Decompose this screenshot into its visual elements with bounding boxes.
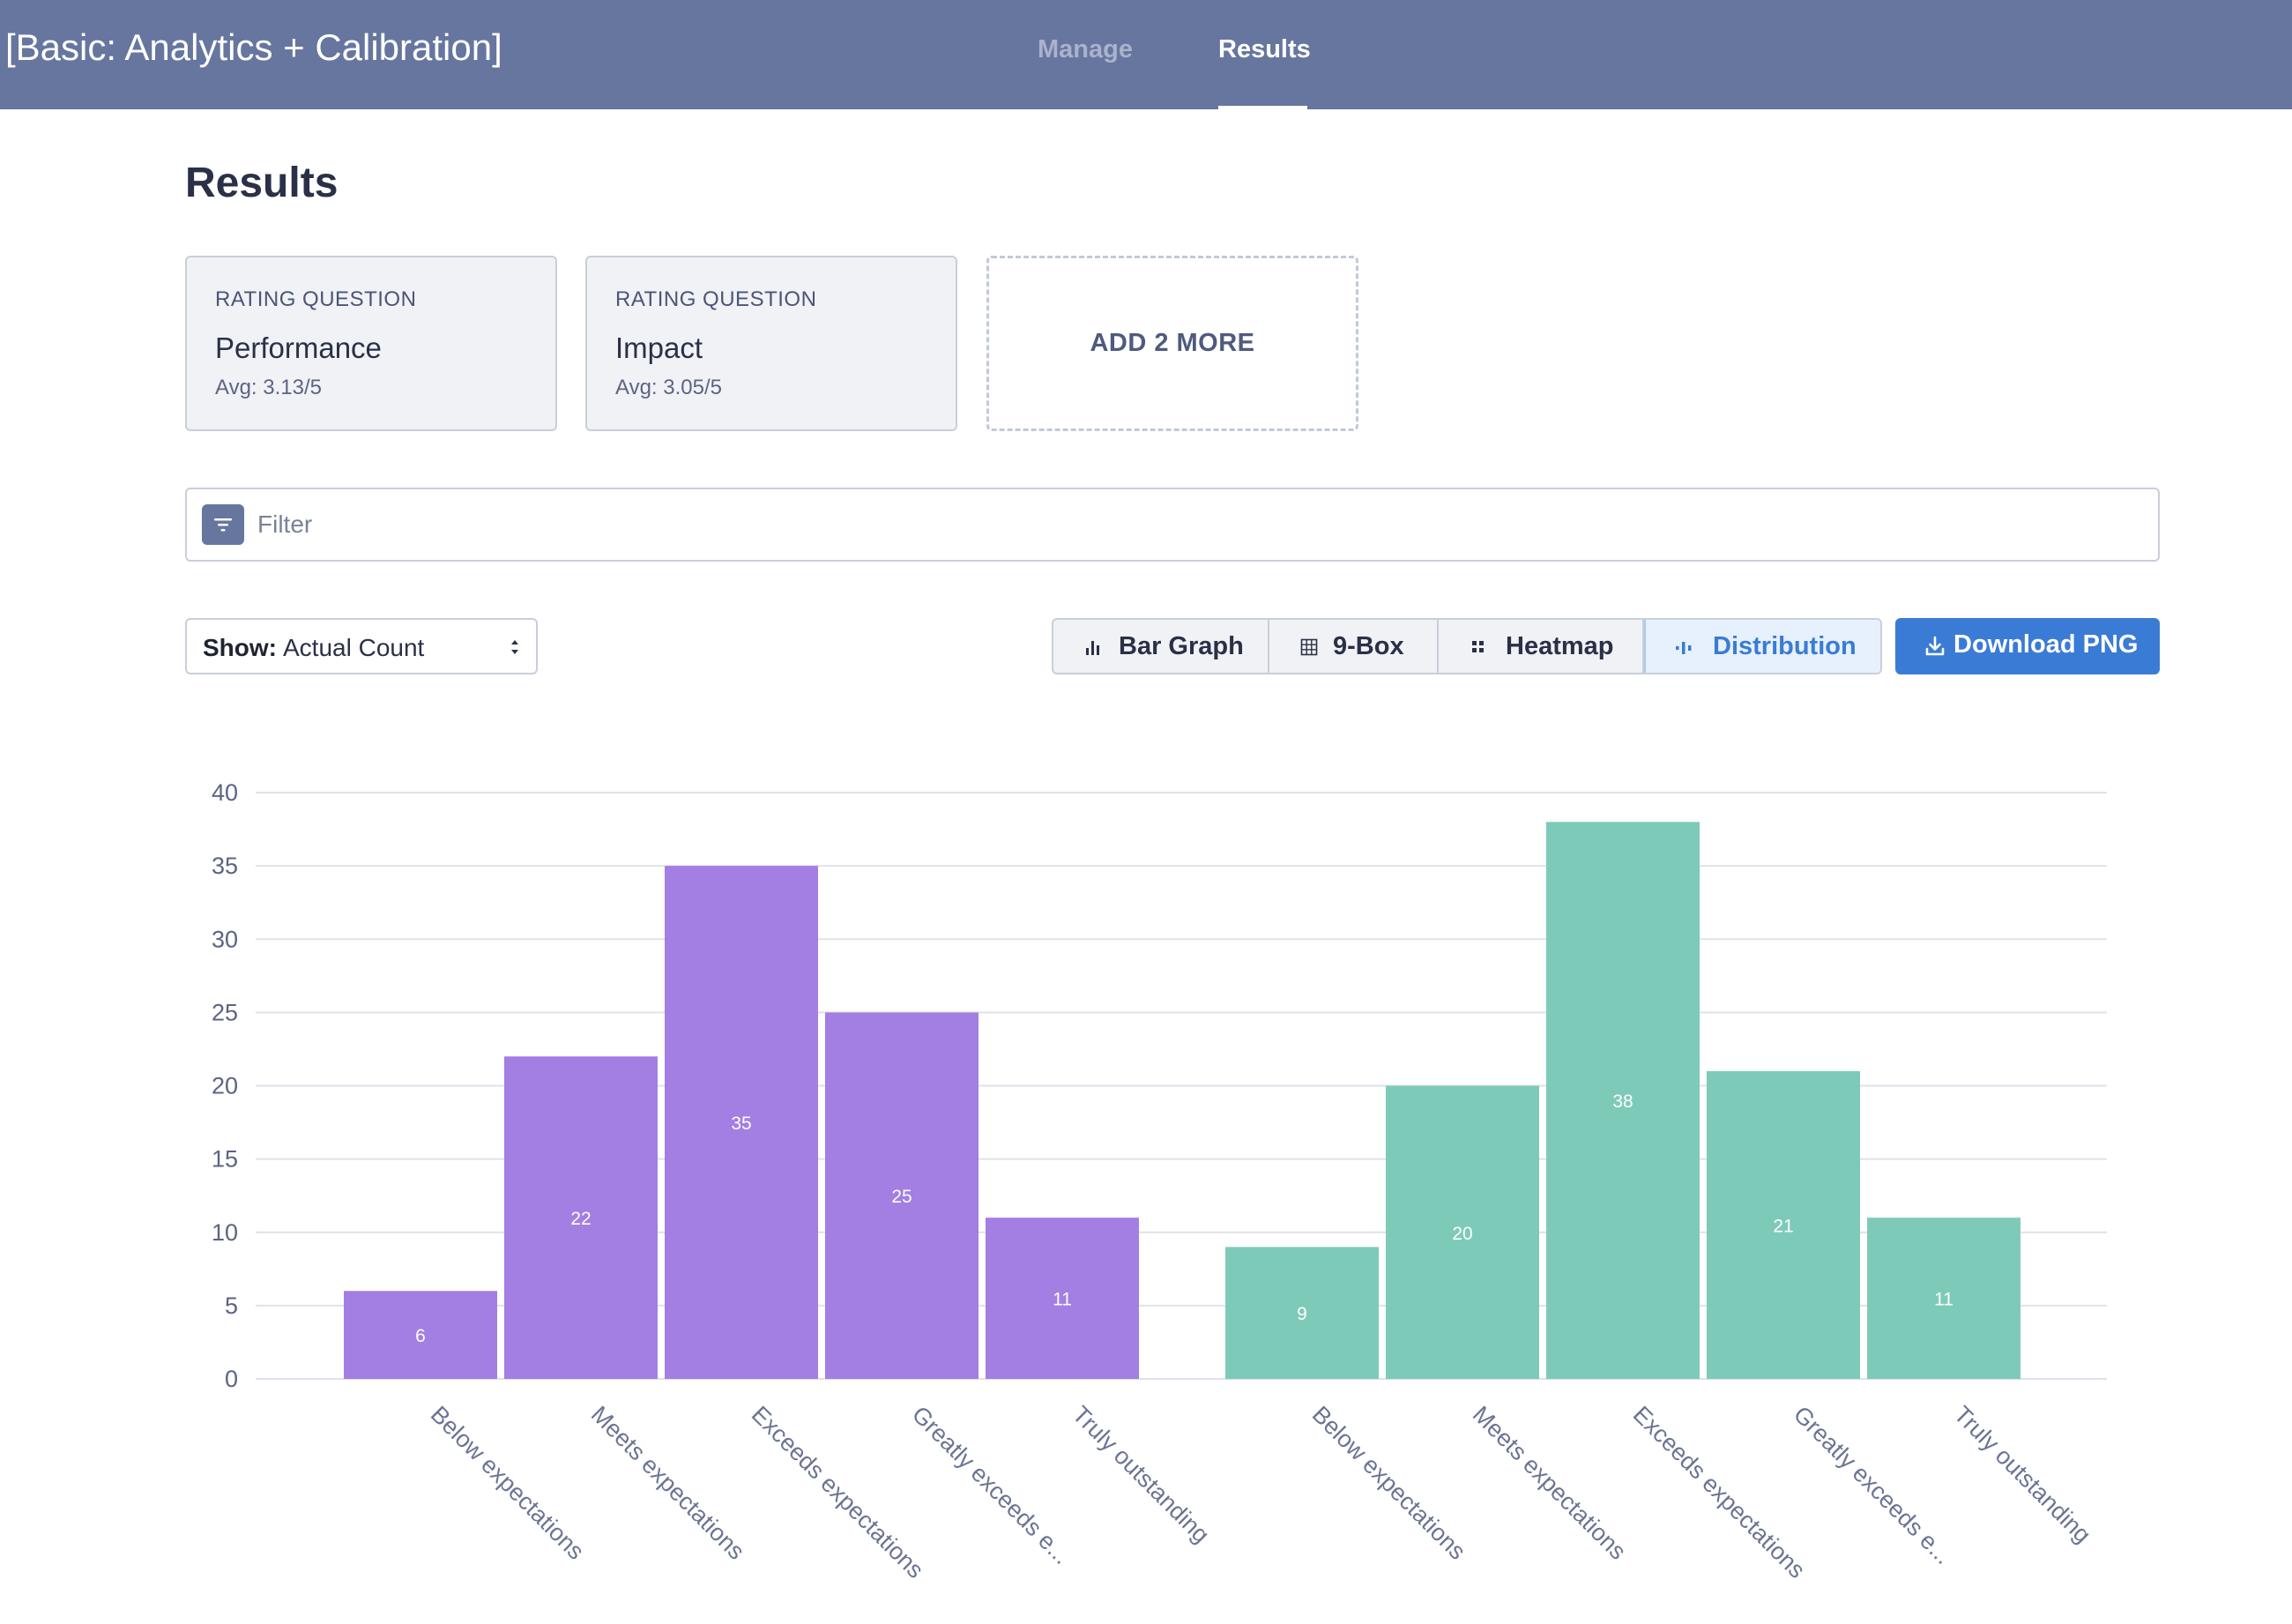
chart-bar — [344, 1291, 497, 1379]
tab-results[interactable]: Results — [1218, 35, 1311, 63]
chart-bar — [504, 1056, 658, 1379]
question-average: Avg: 3.13/5 — [215, 376, 322, 399]
y-tick-label: 40 — [212, 779, 238, 806]
chart-bar — [1546, 822, 1700, 1379]
top-bar: [Basic: Analytics + Calibration] Manage … — [0, 0, 2292, 109]
y-tick-label: 15 — [212, 1146, 238, 1173]
show-select[interactable]: Show: Actual Count — [185, 618, 538, 674]
bar-value-label: 6 — [415, 1326, 426, 1346]
question-name: Performance — [215, 332, 382, 364]
view-toggle-group: Bar Graph 9-Box Heatmap Distribution — [1052, 618, 1882, 674]
view-9-box-button[interactable]: 9-Box — [1269, 620, 1439, 673]
x-category-label: Meets expectations — [1468, 1401, 1632, 1565]
x-category-label: Greatly exceeds e... — [907, 1401, 1075, 1569]
chart-bar — [665, 866, 818, 1379]
bar-value-label: 21 — [1773, 1216, 1793, 1236]
question-type-label: RATING QUESTION — [215, 287, 417, 311]
y-tick-label: 10 — [212, 1219, 238, 1246]
bar-value-label: 25 — [891, 1187, 912, 1207]
x-category-label: Truly outstanding — [1949, 1401, 2096, 1548]
chart-bar — [1386, 1085, 1539, 1379]
heatmap-icon — [1472, 641, 1484, 652]
app-title: [Basic: Analytics + Calibration] — [5, 26, 502, 68]
view-bar-graph-button[interactable]: Bar Graph — [1053, 620, 1269, 673]
x-category-label: Meets expectations — [586, 1401, 750, 1565]
bar-chart-icon — [1086, 641, 1099, 655]
select-arrows-icon — [511, 640, 518, 654]
distribution-chart: 0 5 10 15 20 25 30 35 40 6 Below expectations 22 Mee… — [212, 779, 2107, 1583]
question-average: Avg: 3.05/5 — [615, 376, 722, 399]
chart-bar — [986, 1218, 1139, 1379]
chart-bar — [1707, 1070, 1860, 1379]
view-heatmap-label: Heatmap — [1506, 632, 1614, 660]
view-bar-graph-label: Bar Graph — [1119, 632, 1244, 660]
show-select-label: Show: — [203, 634, 277, 661]
y-tick-label: 35 — [212, 853, 238, 879]
page-title: Results — [185, 160, 339, 206]
bar-value-label: 38 — [1612, 1091, 1633, 1112]
bar-value-label: 11 — [1053, 1290, 1072, 1310]
add-more-label: ADD 2 MORE — [1090, 329, 1255, 357]
y-tick-label: 25 — [212, 999, 238, 1025]
bar-value-label: 20 — [1452, 1224, 1472, 1244]
y-tick-label: 20 — [212, 1073, 238, 1099]
grid-icon — [1300, 638, 1318, 656]
x-category-label: Greatly exceeds e... — [1789, 1401, 1957, 1569]
chart-bar — [1867, 1218, 2020, 1379]
bar-value-label: 22 — [570, 1209, 591, 1229]
download-icon — [1925, 636, 1945, 656]
filter-input[interactable] — [257, 502, 2109, 548]
tab-manage[interactable]: Manage — [1038, 35, 1133, 63]
chart-bar — [825, 1012, 979, 1379]
show-select-value: Actual Count — [283, 634, 425, 661]
chart-bar — [1225, 1247, 1379, 1379]
download-png-label: Download PNG — [1953, 630, 2139, 659]
distribution-icon — [1676, 642, 1692, 654]
x-category-label: Exceeds expectations — [1628, 1401, 1811, 1583]
filter-bar — [185, 488, 2160, 562]
question-card-impact[interactable]: RATING QUESTION Impact Avg: 3.05/5 — [585, 256, 957, 431]
y-tick-label: 30 — [212, 926, 238, 952]
view-distribution-button[interactable]: Distribution — [1644, 620, 1880, 673]
question-type-label: RATING QUESTION — [615, 287, 817, 311]
filter-icon[interactable] — [202, 504, 244, 545]
view-heatmap-button[interactable]: Heatmap — [1439, 620, 1644, 673]
view-distribution-label: Distribution — [1713, 632, 1857, 660]
y-tick-label: 5 — [225, 1292, 238, 1319]
question-name: Impact — [615, 332, 703, 364]
x-category-label: Below expectations — [426, 1401, 590, 1565]
x-category-label: Truly outstanding — [1068, 1401, 1215, 1548]
view-9-box-label: 9-Box — [1333, 632, 1404, 660]
x-category-label: Below expectations — [1307, 1401, 1471, 1565]
bar-value-label: 9 — [1297, 1304, 1307, 1324]
bar-value-label: 35 — [731, 1114, 751, 1134]
active-tab-indicator — [1218, 106, 1307, 109]
question-card-performance[interactable]: RATING QUESTION Performance Avg: 3.13/5 — [185, 256, 557, 431]
y-tick-label: 0 — [225, 1366, 238, 1392]
download-png-button[interactable]: Download PNG — [1895, 618, 2160, 674]
add-more-questions-button[interactable]: ADD 2 MORE — [986, 256, 1358, 431]
x-category-label: Exceeds expectations — [747, 1401, 929, 1583]
bar-value-label: 11 — [1934, 1290, 1953, 1310]
